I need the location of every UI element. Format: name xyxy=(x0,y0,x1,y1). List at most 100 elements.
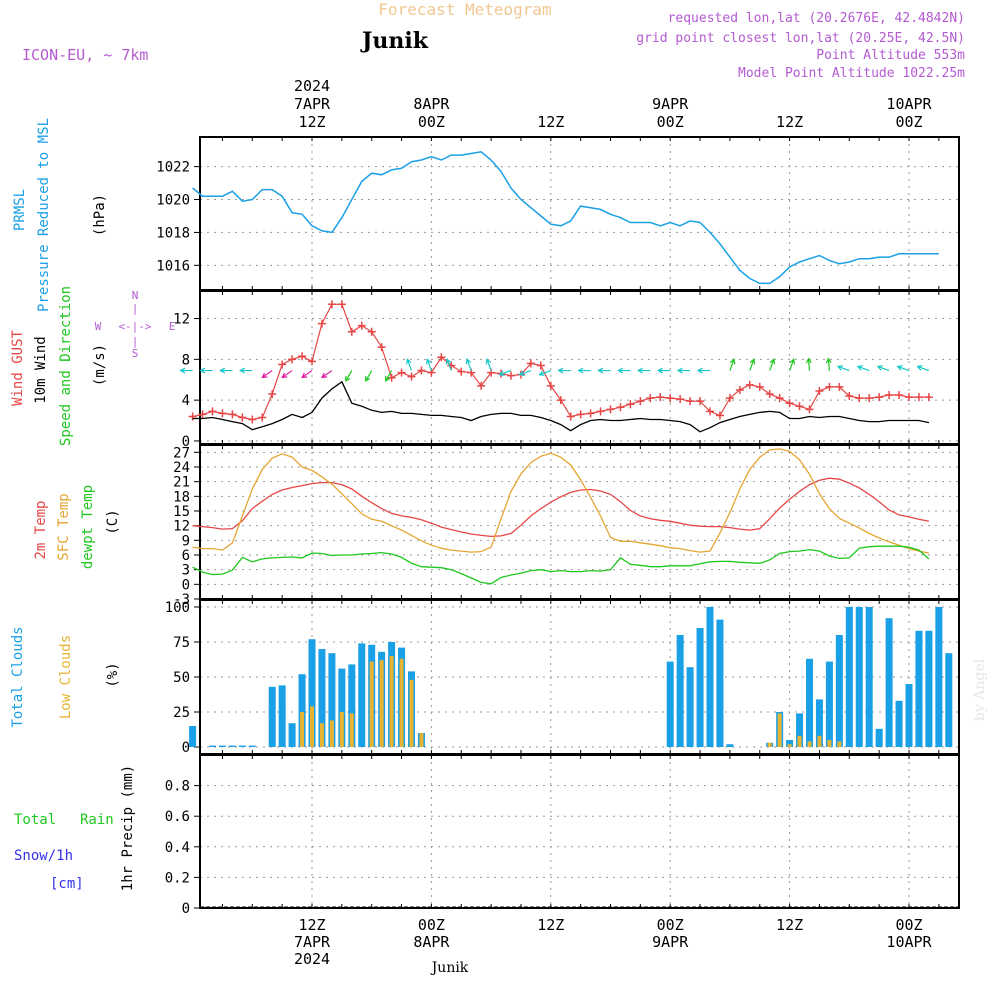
wind-direction-arrow xyxy=(301,370,313,379)
low-cloud-bar xyxy=(419,733,424,747)
wind-direction-arrow xyxy=(498,369,512,377)
total-cloud-bar xyxy=(348,664,356,747)
clouds-ytick-label: 75 xyxy=(173,635,190,651)
total-cloud-bar xyxy=(945,653,953,747)
gust-marker xyxy=(895,391,904,400)
temperature-ytick-label: 21 xyxy=(173,475,190,491)
total-clouds-label: Total Clouds xyxy=(10,626,26,727)
sfc-temp-line xyxy=(192,448,930,554)
model-altitude: Model Point Altitude 1022.25m xyxy=(738,66,965,81)
top-time-label: 12Z xyxy=(298,113,325,131)
gust-marker xyxy=(198,410,207,419)
gust-marker xyxy=(646,394,655,403)
gust-marker xyxy=(676,395,685,404)
gust-marker xyxy=(885,391,894,400)
total-cloud-bar xyxy=(895,700,903,747)
temperature-ytick-label: 15 xyxy=(173,504,190,520)
gust-marker xyxy=(417,366,426,375)
temp2m-label: 2m Temp xyxy=(33,500,49,559)
wind-label: 10m Wind xyxy=(33,336,49,403)
top-time-label: 9APR xyxy=(652,95,689,113)
gust-marker xyxy=(507,371,515,380)
gust-marker xyxy=(397,368,406,377)
gust-marker xyxy=(298,352,307,361)
total-cloud-bar xyxy=(915,630,923,747)
wind-speed-line xyxy=(192,380,930,433)
total-cloud-bar xyxy=(298,674,306,747)
credit-label: by Angel xyxy=(972,658,988,721)
pressure-panel-labels: PRMSL Pressure Reduced to MSL (hPa) xyxy=(12,118,108,312)
total-cloud-bar xyxy=(209,745,216,747)
precip-panel-labels: Total Rain Snow/1h [cm] 1hr Precip (mm) xyxy=(14,765,136,892)
compass-s: S xyxy=(132,347,139,360)
wind-direction-arrow xyxy=(321,370,333,379)
wind-direction-arrow xyxy=(239,367,253,374)
wind-direction-arrow xyxy=(597,367,611,374)
bottom-time-label: 7APR xyxy=(294,933,331,951)
gust-marker xyxy=(686,397,695,406)
gust-marker xyxy=(875,393,884,402)
gust-marker xyxy=(238,413,247,422)
chart-title: Forecast Meteogram xyxy=(378,0,551,19)
wind-direction-arrow xyxy=(876,365,890,372)
low-cloud-bar xyxy=(310,706,314,747)
total-cloud-bar xyxy=(885,618,893,747)
total-cloud-bar xyxy=(855,607,863,747)
compass-w: W xyxy=(95,320,102,333)
bottom-time-label: 10APR xyxy=(886,933,932,951)
gust-marker xyxy=(556,396,565,405)
gust-marker xyxy=(924,393,933,402)
total-cloud-bar xyxy=(338,668,346,747)
bottom-time-label: 00Z xyxy=(418,916,445,934)
total-cloud-bar xyxy=(278,685,286,747)
gust-marker xyxy=(317,319,326,328)
low-cloud-bar xyxy=(777,713,782,747)
wind-direction-arrow xyxy=(261,370,273,379)
total-cloud-bar xyxy=(686,667,694,747)
gust-marker xyxy=(347,327,356,336)
point-altitude: Point Altitude 553m xyxy=(816,48,965,63)
total-cloud-bar xyxy=(218,745,226,747)
gust-marker xyxy=(825,382,834,391)
wind-direction-arrow xyxy=(696,367,710,374)
total-cloud-bar xyxy=(806,658,813,747)
top-time-label: 10APR xyxy=(886,95,932,113)
pressure-ytick-label: 1018 xyxy=(156,225,190,241)
bottom-time-label: 00Z xyxy=(895,916,922,934)
temperature-frame xyxy=(199,444,960,600)
sfc-label: SFC Temp xyxy=(56,493,72,560)
pressure-label-1: PRMSL xyxy=(12,189,28,231)
gridpoint-coords: grid point closest lon,lat (20.25E, 42.5… xyxy=(636,31,965,46)
total-cloud-bar xyxy=(676,635,684,747)
top-time-label: 00Z xyxy=(418,113,445,131)
top-time-label: 12Z xyxy=(776,113,803,131)
bottom-time-label: 9APR xyxy=(652,933,689,951)
total-cloud-bar xyxy=(706,607,714,747)
low-cloud-bar xyxy=(379,660,384,747)
total-cloud-bar xyxy=(228,745,236,747)
gust-marker xyxy=(367,327,376,336)
location-title: Junik xyxy=(360,28,429,54)
wind-direction-arrow xyxy=(916,365,930,372)
low-cloud-bar xyxy=(329,720,334,747)
clouds-unit: (%) xyxy=(105,662,121,687)
temperature-ytick-label: 3 xyxy=(182,563,190,579)
wind-direction-arrow xyxy=(729,358,736,371)
total-cloud-bar xyxy=(358,643,366,747)
wind-direction-arrow xyxy=(384,370,393,383)
low-cloud-bar xyxy=(787,744,792,747)
total-cloud-bar xyxy=(666,661,674,747)
temperature-ytick-label: 27 xyxy=(173,445,190,461)
bottom-time-label: 2024 xyxy=(294,950,330,968)
low-clouds-label: Low Clouds xyxy=(58,635,74,719)
precip-ytick-label: 0.8 xyxy=(165,779,190,795)
top-time-label: 7APR xyxy=(294,95,331,113)
gust-marker xyxy=(258,413,267,422)
gust-marker xyxy=(845,392,854,401)
temperature-ytick-label: -3 xyxy=(173,592,190,608)
total-cloud-bar xyxy=(875,728,883,747)
compass-n: N xyxy=(132,289,139,302)
wind-direction-arrow xyxy=(345,370,353,383)
gust-marker xyxy=(526,359,535,368)
